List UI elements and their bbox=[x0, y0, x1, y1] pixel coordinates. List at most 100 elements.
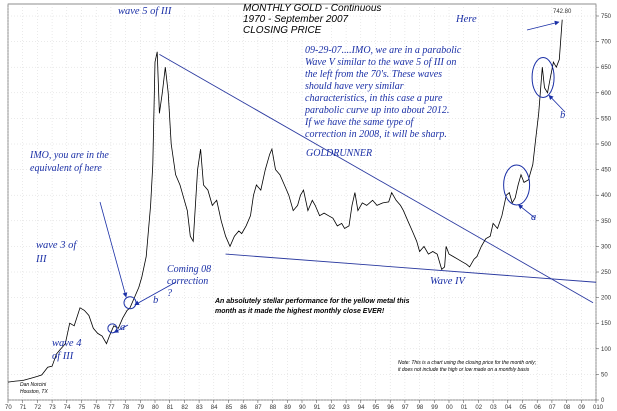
trend-line-2 bbox=[225, 253, 597, 283]
x-tick-label: 83 bbox=[196, 405, 203, 411]
y-tick-label: 350 bbox=[601, 219, 612, 225]
stellar-line-2: month as it made the highest monthly clo… bbox=[215, 308, 385, 315]
b-left-label: b bbox=[153, 295, 158, 306]
annotation-arrow-5 bbox=[548, 94, 566, 113]
y-tick-label: 150 bbox=[601, 321, 612, 327]
commentary-line-6: parabolic curve up into about 2012. bbox=[304, 105, 449, 116]
x-tick-label: 010 bbox=[593, 405, 604, 411]
x-tick-label: 92 bbox=[328, 405, 335, 411]
note-line-1: Note: This is a chart using the closing … bbox=[398, 360, 537, 366]
x-axis: 70 71 72 73 74 75 76 77 78 79 80 81 82 83 84 85 86 87 88 89… bbox=[5, 400, 604, 411]
x-tick-label: 74 bbox=[64, 405, 71, 411]
x-tick-label: 88 bbox=[270, 405, 277, 411]
goldrunner-label: GOLDRUNNER bbox=[306, 148, 372, 159]
title-line-2: 1970 - September 2007 bbox=[243, 14, 349, 25]
x-tick-label: 94 bbox=[358, 405, 365, 411]
imo-line-1: IMO, you are in the bbox=[29, 150, 109, 161]
commentary-line-2: Wave V similar to the wave 5 of III on bbox=[305, 57, 456, 68]
b-right-label: b bbox=[560, 110, 565, 121]
trend-line-1 bbox=[159, 54, 594, 304]
title-line-3: CLOSING PRICE bbox=[243, 25, 322, 36]
y-tick-label: 650 bbox=[601, 65, 612, 71]
x-tick-label: 01 bbox=[461, 405, 468, 411]
x-tick-label: 04 bbox=[505, 405, 512, 411]
author-line-1: Dan Norcini bbox=[20, 382, 47, 388]
x-tick-label: 91 bbox=[314, 405, 321, 411]
last-value-label: 742.80 bbox=[553, 9, 572, 15]
commentary-block: 09-29-07....IMO, we are in a parabolic W… bbox=[304, 45, 462, 140]
x-tick-label: 99 bbox=[431, 405, 438, 411]
x-tick-label: 02 bbox=[475, 405, 482, 411]
x-tick-label: 72 bbox=[34, 405, 41, 411]
circle-mark-right-a bbox=[503, 164, 531, 206]
wave4-line-2: of III bbox=[52, 351, 74, 362]
coming-line-1: Coming 08 bbox=[167, 264, 211, 275]
annotation-arrow-6 bbox=[113, 324, 129, 333]
annotation-arrow-1 bbox=[99, 201, 128, 298]
x-tick-label: 97 bbox=[402, 405, 409, 411]
x-tick-label: 71 bbox=[20, 405, 27, 411]
x-tick-label: 87 bbox=[255, 405, 262, 411]
x-tick-label: 09 bbox=[578, 405, 585, 411]
here-label: Here bbox=[455, 14, 477, 25]
x-tick-label: 08 bbox=[564, 405, 571, 411]
grid-lines bbox=[7, 3, 597, 401]
a-left-label: a bbox=[120, 322, 125, 333]
wave-iv-label: Wave IV bbox=[430, 276, 466, 287]
title-line-1: MONTHLY GOLD - Continuous bbox=[243, 3, 381, 14]
note-line-2: it does not include the high or low made… bbox=[398, 367, 530, 373]
x-tick-label: 06 bbox=[534, 405, 541, 411]
x-tick-label: 90 bbox=[299, 405, 306, 411]
commentary-line-1: 09-29-07....IMO, we are in a parabolic bbox=[305, 45, 462, 56]
y-tick-label: 200 bbox=[601, 296, 612, 302]
commentary-line-3: the left from the 70's. These waves bbox=[305, 69, 442, 80]
coming-line-3: ? bbox=[167, 288, 172, 299]
wave4-line-1: wave 4 bbox=[52, 338, 82, 349]
commentary-line-7: If we have the same type of bbox=[304, 117, 415, 128]
x-tick-label: 98 bbox=[417, 405, 424, 411]
x-tick-label: 85 bbox=[226, 405, 233, 411]
x-tick-label: 07 bbox=[549, 405, 556, 411]
x-tick-label: 95 bbox=[373, 405, 380, 411]
annotation-arrow-4 bbox=[517, 204, 536, 219]
x-tick-label: 82 bbox=[181, 405, 188, 411]
x-tick-label: 86 bbox=[240, 405, 247, 411]
y-tick-label: 50 bbox=[601, 372, 608, 378]
y-tick-label: 300 bbox=[601, 244, 612, 250]
y-tick-label: 250 bbox=[601, 270, 612, 276]
y-tick-label: 500 bbox=[601, 142, 612, 148]
x-tick-label: 05 bbox=[520, 405, 527, 411]
x-tick-label: 93 bbox=[343, 405, 350, 411]
y-tick-label: 550 bbox=[601, 116, 612, 122]
y-tick-label: 600 bbox=[601, 91, 612, 97]
y-tick-label: 400 bbox=[601, 193, 612, 199]
imo-line-2: equivalent of here bbox=[30, 163, 102, 174]
annotation-marks bbox=[99, 20, 566, 334]
stellar-line-1: An absolutely stellar performance for th… bbox=[214, 298, 410, 305]
x-tick-label: 77 bbox=[108, 405, 115, 411]
x-tick-label: 70 bbox=[5, 405, 12, 411]
x-tick-label: 81 bbox=[167, 405, 174, 411]
commentary-line-8: correction in 2008, it will be sharp. bbox=[305, 129, 447, 140]
wave5-label: wave 5 of III bbox=[118, 6, 172, 17]
coming-line-2: correction bbox=[167, 276, 208, 287]
wave3-line-2: III bbox=[35, 254, 47, 265]
trend-lines bbox=[159, 54, 597, 304]
y-tick-label: 700 bbox=[601, 40, 612, 46]
commentary-line-4: should have very similar bbox=[305, 81, 404, 92]
annotation-arrow-3 bbox=[526, 20, 560, 31]
x-tick-label: 75 bbox=[79, 405, 86, 411]
y-tick-label: 100 bbox=[601, 347, 612, 353]
circle-mark-right-b bbox=[531, 56, 555, 98]
a-right-label: a bbox=[531, 212, 536, 223]
y-axis: 0 50 100 150 200 250 300 350 400 450 500 550 600 650 7… bbox=[596, 14, 612, 404]
x-tick-label: 80 bbox=[152, 405, 159, 411]
author-line-2: Houston, TX bbox=[20, 389, 48, 395]
x-tick-label: 89 bbox=[284, 405, 291, 411]
annotation-arrow-2 bbox=[134, 281, 177, 306]
y-tick-label: 450 bbox=[601, 168, 612, 174]
x-tick-label: 03 bbox=[490, 405, 497, 411]
x-tick-label: 96 bbox=[387, 405, 394, 411]
